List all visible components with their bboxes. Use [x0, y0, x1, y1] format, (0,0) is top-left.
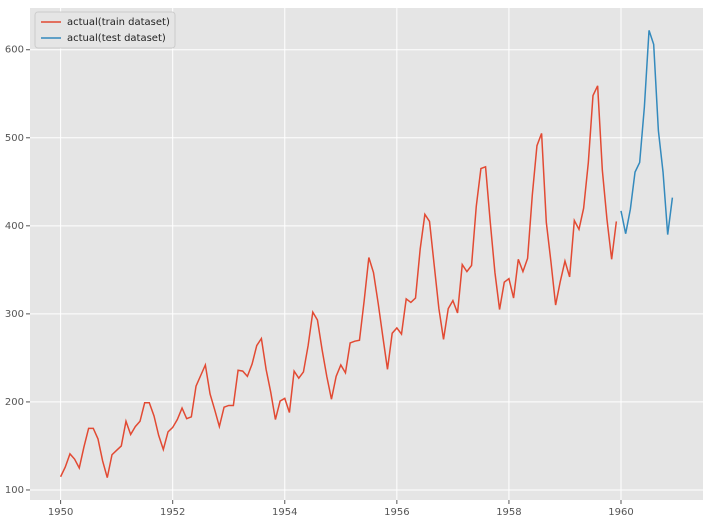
line-series [59, 85, 618, 478]
x-tick-label: 1954 [272, 507, 297, 518]
x-tick-label: 1956 [384, 507, 409, 518]
plot-area [30, 8, 703, 500]
legend-label: actual(train dataset) [67, 17, 170, 28]
y-tick-label: 100 [5, 485, 24, 496]
legend-box [34, 11, 176, 49]
x-tick-label: 1958 [496, 507, 521, 518]
x-tick-label: 1952 [160, 507, 185, 518]
legend-label: actual(test dataset) [67, 33, 166, 44]
x-tick-label: 1960 [608, 507, 633, 518]
x-tick-label: 1950 [48, 507, 73, 518]
line-series [620, 30, 674, 235]
y-tick-label: 400 [5, 221, 24, 232]
y-tick-label: 200 [5, 397, 24, 408]
y-tick-label: 300 [5, 309, 24, 320]
y-tick-label: 600 [5, 45, 24, 56]
legend: actual(train dataset) actual(test dataset… [34, 11, 176, 49]
y-tick-label: 500 [5, 133, 24, 144]
